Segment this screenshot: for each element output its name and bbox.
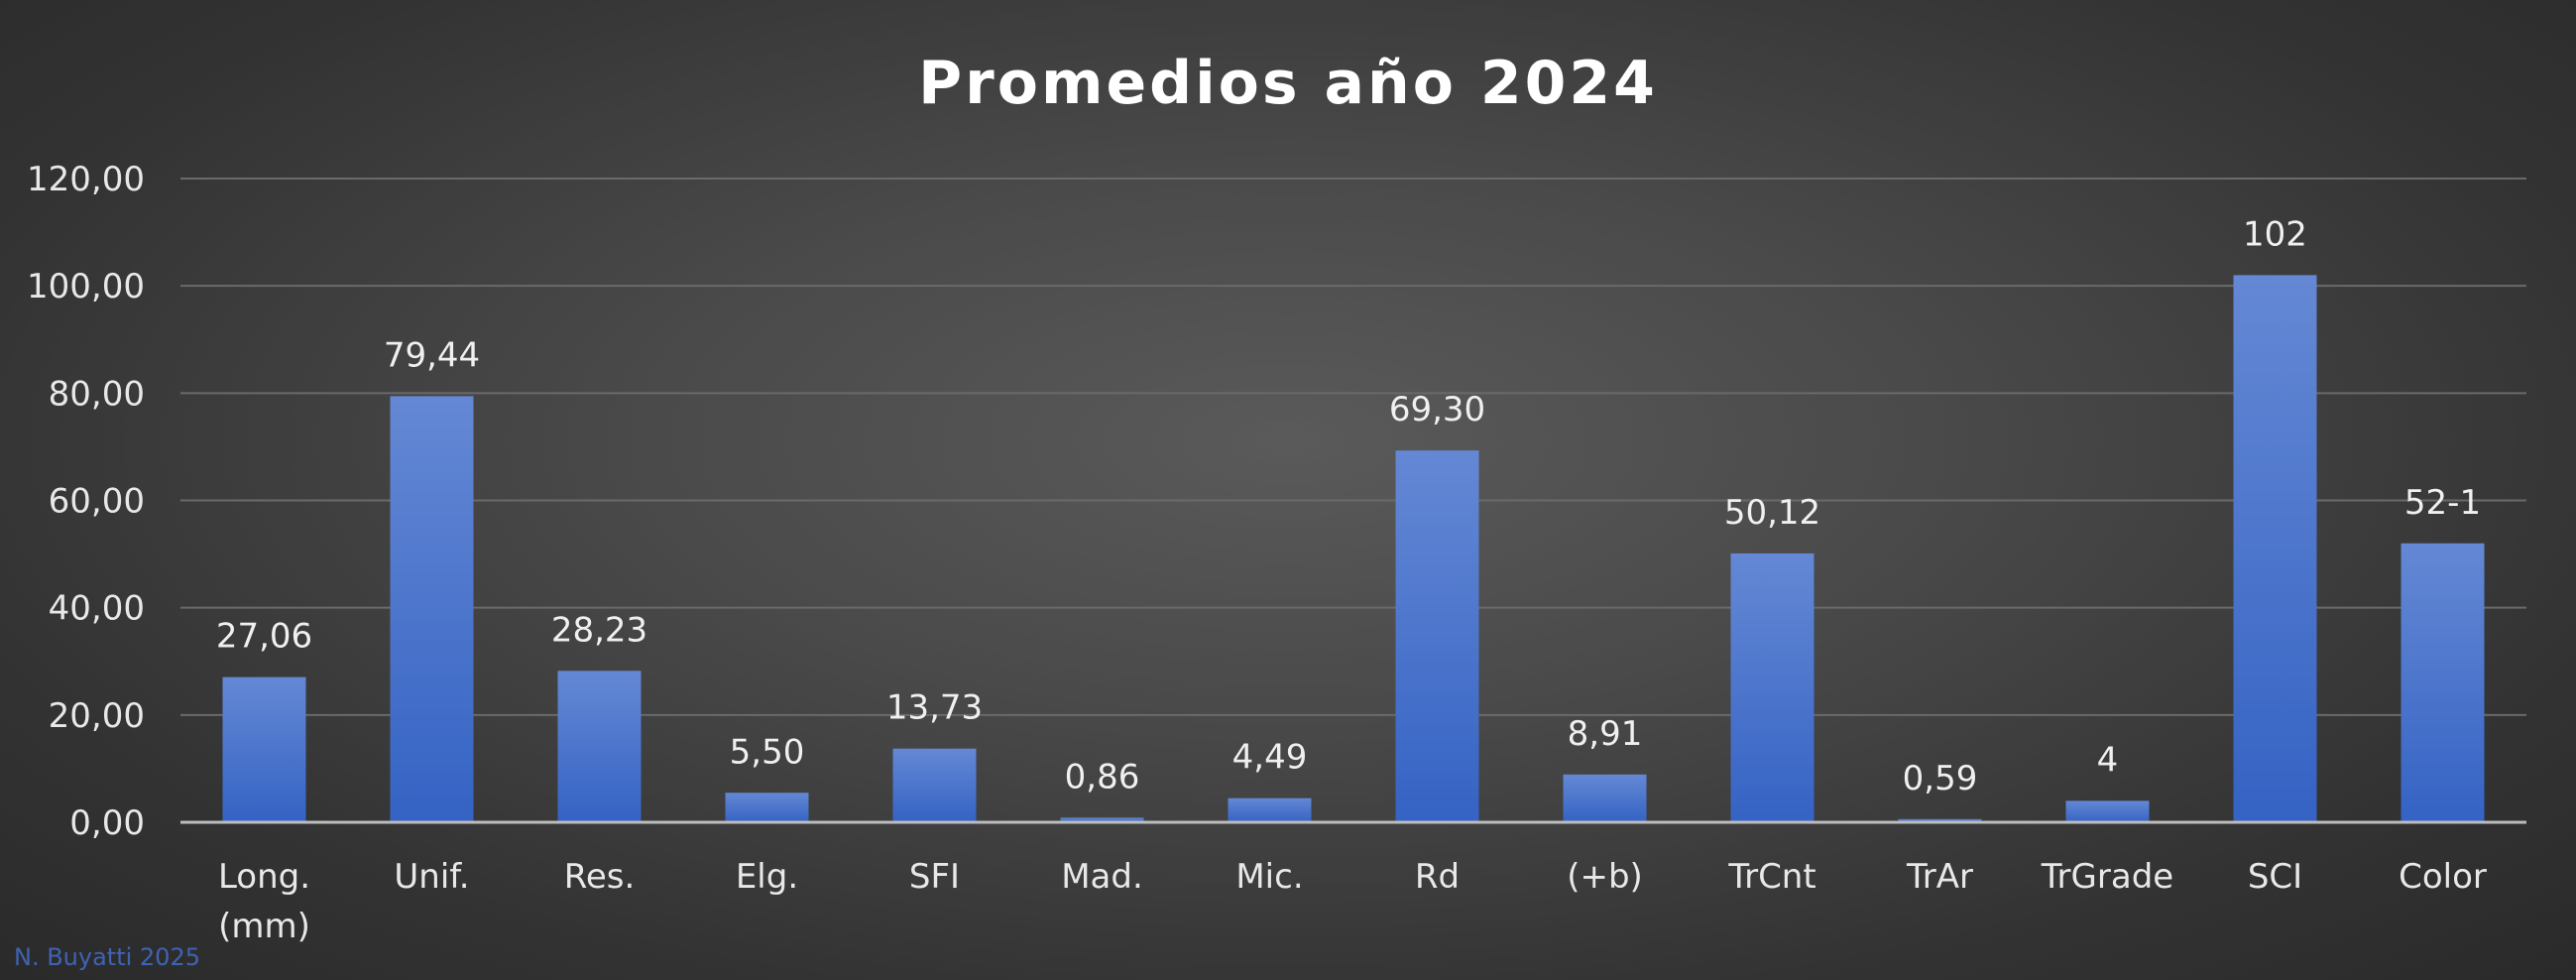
x-category-label: SCI [2248,857,2302,897]
data-labels: 27,06 79,44 28,23 5,50 13,73 0,86 4,49 69,30 8,9… [216,214,2481,797]
y-tick-label: 120,00 [27,160,145,199]
x-category-label: Unif. [394,857,469,897]
x-axis-categories: Long. (mm) Unif. Res. Elg. SFI Mad. Mic. Rd (+b) T… [218,857,2487,946]
bar [1563,774,1647,822]
data-label: 102 [2243,214,2307,254]
x-category-label: TrCnt [1727,857,1815,897]
data-label: 27,06 [216,617,312,657]
data-label: 8,91 [1568,714,1643,754]
x-category-label: TrGrade [2041,857,2173,897]
data-label: 52-1 [2404,483,2481,523]
bar [1395,450,1479,822]
bar [557,671,642,822]
bar [1898,818,1982,822]
bar [222,676,306,822]
bar [2400,543,2485,822]
x-category-label: Rd [1415,857,1460,897]
bar [2065,800,2150,822]
y-tick-label: 60,00 [49,482,145,522]
y-tick-label: 100,00 [27,267,145,306]
bar [1228,797,1312,822]
bar [725,793,809,822]
bar [1060,817,1144,822]
credit-text: N. Buyatti 2025 [14,943,200,971]
bar [2233,275,2317,823]
data-label: 69,30 [1389,390,1485,429]
data-label: 79,44 [384,335,480,375]
bar [892,748,977,822]
x-category-label: Res. [564,857,636,897]
bars [222,275,2485,823]
x-category-label: Mic. [1235,857,1303,897]
data-label: 0,59 [1903,759,1978,798]
x-category-label: Long. (mm) [218,857,310,946]
x-category-label: Mad. [1061,857,1143,897]
data-label: 28,23 [551,610,647,650]
x-category-label: Elg. [736,857,798,897]
data-label: 0,86 [1065,757,1140,796]
data-label: 5,50 [730,732,805,772]
data-label: 4,49 [1232,738,1308,778]
x-category-label: SFI [909,857,960,897]
grid-lines [180,178,2526,716]
x-category-label: (+b) [1567,857,1643,897]
data-label: 50,12 [1724,493,1820,533]
y-tick-label: 0,00 [69,803,145,843]
bar [1730,552,1815,822]
x-category-label: Color [2399,857,2487,897]
x-category-label: TrAr [1906,857,1973,897]
y-axis-ticks: 0,00 20,00 40,00 60,00 80,00 100,00 120,00 [27,160,145,843]
y-tick-label: 20,00 [49,696,145,736]
bar [390,396,474,822]
y-tick-label: 80,00 [49,374,145,414]
data-label: 13,73 [886,688,983,728]
data-label: 4 [2097,740,2119,780]
chart-title: Promedios año 2024 [918,49,1658,118]
y-tick-label: 40,00 [49,589,145,629]
